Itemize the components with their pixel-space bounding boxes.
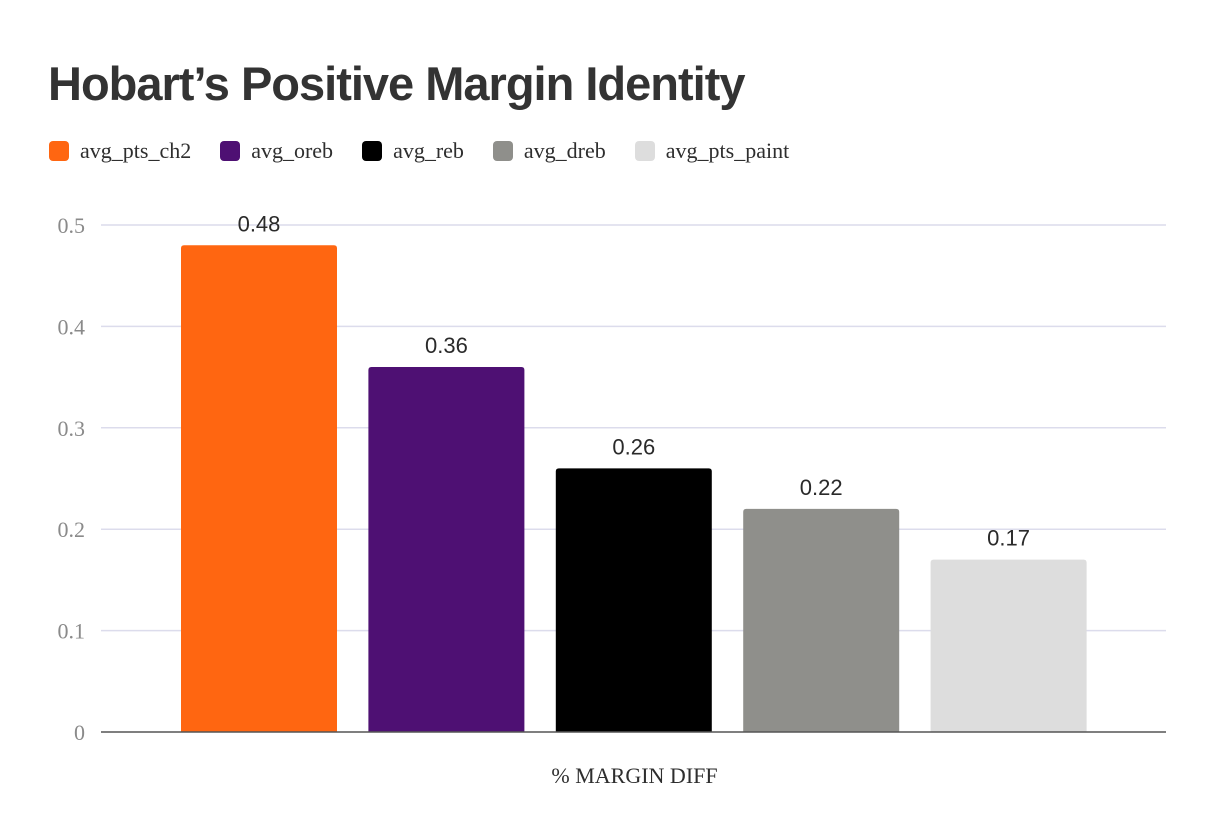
bar-avg-oreb <box>368 366 525 732</box>
legend-item-avg-pts-ch2: avg_pts_ch2 <box>49 138 191 164</box>
data-labels: 0.48 0.36 0.26 0.22 0.17 <box>238 211 1030 550</box>
data-label: 0.22 <box>800 475 843 500</box>
legend-swatch <box>220 141 241 161</box>
legend-label: avg_dreb <box>523 138 606 163</box>
y-axis-ticks: 0 0.1 0.2 0.3 0.4 0.5 <box>58 213 86 745</box>
x-axis-title: % MARGIN DIFF <box>551 763 717 788</box>
chart-title: Hobart’s Positive Margin Identity <box>48 57 745 110</box>
legend-label: avg_pts_ch2 <box>80 138 192 163</box>
data-label: 0.17 <box>987 526 1030 551</box>
y-tick-label: 0.1 <box>58 619 86 644</box>
legend-label: avg_oreb <box>251 138 334 163</box>
bar-avg-dreb <box>743 508 900 732</box>
legend-item-avg-oreb: avg_oreb <box>220 138 333 164</box>
legend-swatch <box>362 141 383 161</box>
bar-avg-pts-ch2 <box>181 245 337 732</box>
legend-label: avg_pts_paint <box>665 138 790 163</box>
legend-swatch <box>634 141 655 161</box>
data-label: 0.26 <box>612 434 655 459</box>
legend-item-avg-dreb: avg_dreb <box>492 138 606 164</box>
legend-label: avg_reb <box>393 138 464 163</box>
y-tick-label: 0.3 <box>58 416 86 441</box>
legend-swatch <box>492 141 513 161</box>
legend: avg_pts_ch2 avg_oreb avg_reb avg_dreb av… <box>49 138 818 164</box>
data-label: 0.36 <box>425 333 468 358</box>
legend-item-avg-reb: avg_reb <box>362 138 464 164</box>
y-tick-label: 0 <box>74 720 85 745</box>
bar-avg-pts-paint <box>930 559 1087 732</box>
bars <box>181 245 1087 732</box>
bar-avg-reb <box>555 468 712 732</box>
data-label: 0.48 <box>238 211 281 236</box>
y-tick-label: 0.4 <box>58 314 86 339</box>
y-tick-label: 0.2 <box>58 517 86 542</box>
y-tick-label: 0.5 <box>58 213 86 238</box>
legend-item-avg-pts-paint: avg_pts_paint <box>634 138 790 164</box>
legend-swatch <box>49 141 69 161</box>
